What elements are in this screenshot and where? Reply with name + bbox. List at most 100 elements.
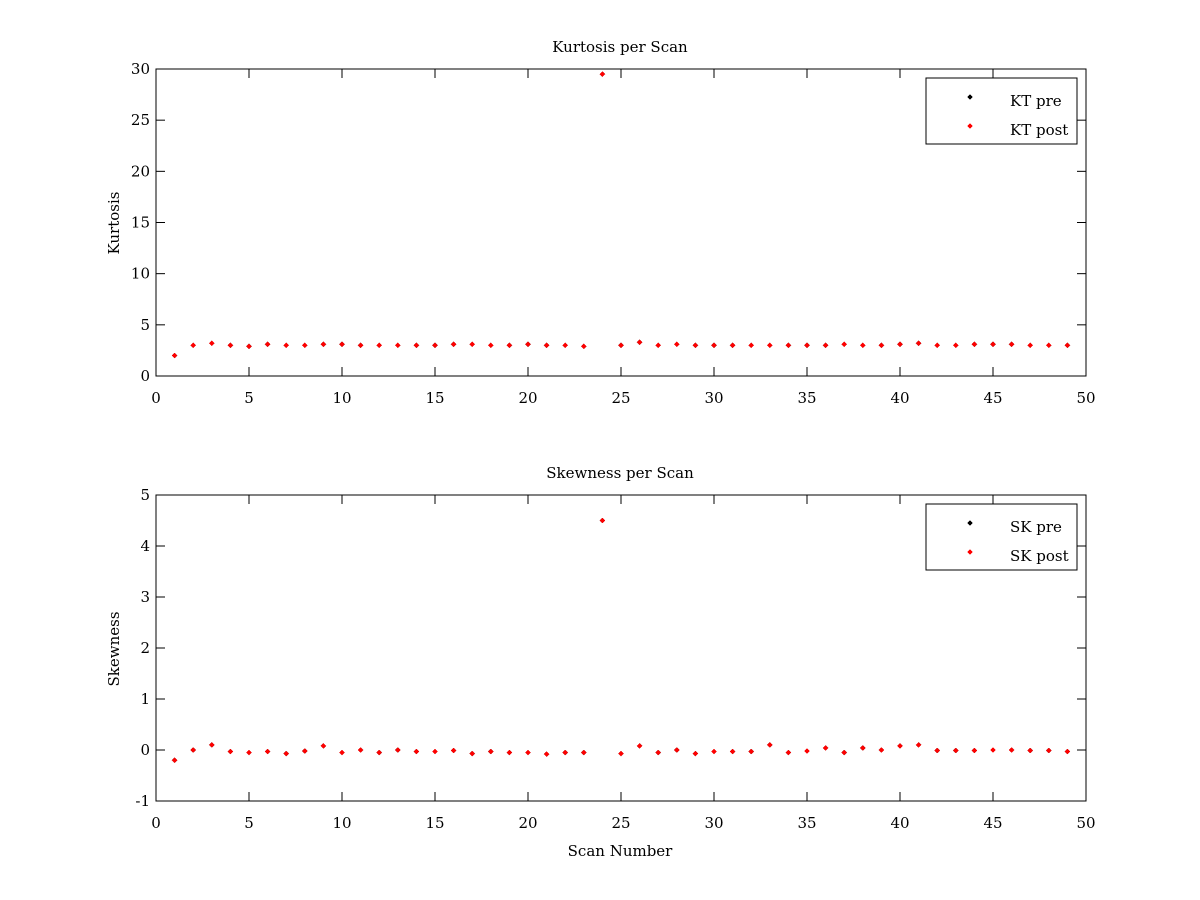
kurtosis-post-point: [487, 342, 494, 349]
kurtosis-post-point: [301, 342, 308, 349]
kurtosis-post-point: [692, 342, 699, 349]
skewness-post-point: [748, 748, 755, 755]
skewness-plot-frame: [155, 494, 1087, 802]
kurtosis-post-point: [283, 342, 290, 349]
kurtosis-points: [171, 71, 1071, 359]
skewness-post-point: [301, 748, 308, 754]
kurtosis-post-point: [450, 341, 457, 348]
skewness-post-point: [971, 747, 978, 754]
skewness-x-tick-label: 15: [425, 814, 444, 832]
skewness-x-tick-label: 20: [518, 814, 537, 832]
skewness-legend-marker-post: [967, 549, 973, 555]
kurtosis-y-tick-label: 0: [140, 367, 150, 385]
skewness-post-point: [1008, 747, 1015, 753]
kurtosis-x-tick-label: 30: [704, 389, 723, 407]
skewness-post-point: [171, 757, 178, 764]
skewness-post-point: [822, 745, 829, 751]
kurtosis-legend: KT pre KT post: [925, 77, 1078, 145]
kurtosis-post-point: [171, 352, 178, 359]
kurtosis-post-point: [841, 341, 848, 348]
skewness-points: [171, 517, 1071, 764]
skewness-legend-box: [925, 503, 1078, 571]
kurtosis-legend-label-pre: KT pre: [1010, 92, 1062, 110]
skewness-post-point: [227, 748, 234, 755]
skewness-y-tick-label: 1: [140, 690, 150, 708]
kurtosis-post-point: [804, 342, 810, 349]
skewness-post-point: [711, 748, 717, 755]
kurtosis-y-tick-label: 30: [131, 60, 150, 78]
kurtosis-y-tick-label: 5: [140, 316, 150, 334]
kurtosis-y-tick-label: 10: [131, 265, 150, 283]
kurtosis-post-point: [432, 342, 438, 349]
skewness-y-tick-label: 3: [140, 588, 150, 606]
skewness-x-tick-label: 35: [797, 814, 816, 832]
kurtosis-x-tick-label: 25: [611, 389, 630, 407]
kurtosis-post-point: [618, 342, 624, 349]
kurtosis-y-tick-label: 15: [131, 214, 150, 232]
skewness-post-point: [990, 747, 996, 753]
skewness-post-point: [655, 749, 662, 756]
skewness-x-tick-label: 45: [983, 814, 1002, 832]
skewness-post-point: [394, 747, 401, 753]
skewness-post-point: [543, 751, 550, 757]
skewness-y-tick-label: 5: [140, 486, 150, 504]
kurtosis-post-point: [897, 341, 903, 348]
skewness-post-point: [841, 749, 848, 756]
kurtosis-post-point: [971, 341, 978, 348]
kurtosis-post-point: [1027, 342, 1034, 349]
kurtosis-legend-marker-pre: [967, 94, 973, 100]
kurtosis-y-tick-label: 25: [131, 111, 150, 129]
skewness-post-point: [450, 747, 457, 754]
kurtosis-legend-marker-post: [967, 123, 973, 129]
skewness-post-point: [599, 517, 606, 524]
kurtosis-post-point: [580, 343, 587, 350]
kurtosis-x-tick-label: 5: [244, 389, 254, 407]
skewness-legend-label-post: SK post: [1010, 547, 1069, 565]
kurtosis-post-point: [673, 341, 680, 348]
kurtosis-x-tick-label: 15: [425, 389, 444, 407]
skewness-post-point: [729, 748, 736, 755]
kurtosis-post-point: [859, 342, 866, 349]
skewness-post-point: [915, 742, 922, 748]
skewness-post-point: [357, 747, 364, 753]
kurtosis-post-point: [1064, 342, 1071, 349]
skewness-post-point: [673, 747, 680, 753]
kurtosis-post-point: [469, 341, 476, 348]
kurtosis-y-axis-label: Kurtosis: [105, 192, 123, 255]
kurtosis-post-point: [766, 342, 773, 349]
skewness-post-point: [525, 749, 531, 756]
skewness-post-point: [208, 742, 215, 748]
kurtosis-legend-diamond: [967, 94, 973, 100]
skewness-post-point: [487, 748, 494, 755]
kurtosis-post-point: [990, 341, 996, 348]
skewness-post-point: [804, 748, 810, 754]
kurtosis-post-point: [357, 342, 364, 349]
kurtosis-post-point: [934, 342, 941, 349]
skewness-post-point: [320, 743, 327, 749]
skewness-post-point: [692, 750, 699, 757]
kurtosis-post-point: [748, 342, 755, 349]
kurtosis-x-tick-label: 10: [332, 389, 351, 407]
kurtosis-x-tick-label: 20: [518, 389, 537, 407]
kurtosis-legend-box: [925, 77, 1078, 145]
kurtosis-post-point: [227, 342, 234, 349]
skewness-post-point: [190, 747, 197, 753]
skewness-x-tick-label: 30: [704, 814, 723, 832]
skewness-post-point: [636, 743, 643, 749]
skewness-post-point: [413, 748, 420, 755]
skewness-post-point: [897, 743, 903, 749]
kurtosis-post-point: [562, 342, 569, 349]
skewness-post-point: [264, 748, 271, 755]
kurtosis-post-point: [599, 71, 606, 77]
kurtosis-post-point: [506, 342, 513, 349]
skewness-subplot: Skewness per Scan Skewness Scan Number 0…: [105, 464, 1096, 860]
kurtosis-post-point: [394, 342, 401, 349]
kurtosis-post-point: [822, 342, 829, 349]
kurtosis-x-tick-label: 50: [1076, 389, 1095, 407]
kurtosis-subplot: Kurtosis per Scan Kurtosis 0 5 10 15 20 25 30 3…: [105, 38, 1096, 407]
skewness-post-point: [766, 742, 773, 748]
skewness-y-tick-label: 2: [140, 639, 150, 657]
skewness-x-tick-label: 0: [151, 814, 161, 832]
